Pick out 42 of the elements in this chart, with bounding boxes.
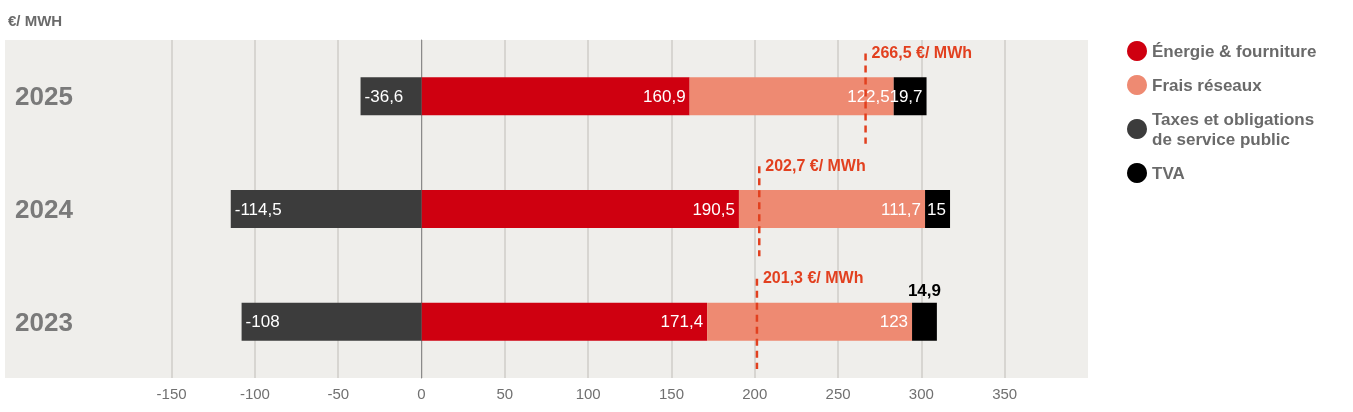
x-tick-label: 350 [992,385,1018,402]
ref-line-label: 266,5 €/ MWh [871,44,973,62]
legend-label: Énergie & fourniture [1152,41,1317,61]
data-label: 190,5 [692,199,735,219]
bar [241,302,422,341]
x-tick-label: 300 [908,385,934,402]
y-tick-label: 2023 [15,306,73,337]
bar [360,77,422,116]
ref-line-label: 202,7 €/ MWh [765,156,866,174]
bar [421,302,708,341]
x-tick-label: 150 [658,385,684,402]
data-label: 14,9 [907,280,942,300]
bar [912,302,937,341]
y-tick-label: 2025 [15,81,73,112]
bar [421,77,690,116]
x-tick-label: 250 [825,385,851,402]
ref-line-label: 201,3 €/ MWh [762,269,864,287]
data-label: -114,5 [234,199,282,219]
x-tick-label: -150 [156,385,187,402]
bar [707,302,913,341]
data-label: 123 [879,312,909,332]
legend-label: Frais réseaux [1152,75,1263,95]
bar [421,190,739,228]
data-label: 171,4 [660,312,704,332]
data-label: 15 [927,199,947,219]
data-label: 160,9 [643,86,686,106]
x-tick-label: 100 [575,385,601,402]
x-tick-label: 200 [742,385,768,402]
data-label: -108 [245,312,280,332]
legend-label: TVA [1152,163,1185,183]
x-tick-label: -100 [239,385,270,402]
bar [738,190,926,228]
data-label: 111,7 [881,199,922,219]
bar [230,190,422,228]
x-tick-label: -50 [327,385,350,402]
data-label: -36,6 [364,86,404,106]
chart-title: €/ MWH [8,12,63,29]
x-tick-label: 50 [496,385,514,402]
x-tick-label: 0 [417,385,426,402]
y-tick-label: 2024 [15,194,74,224]
data-label: 122,5 [847,86,890,106]
legend-label: Taxes et obligations de service public [1152,109,1315,149]
